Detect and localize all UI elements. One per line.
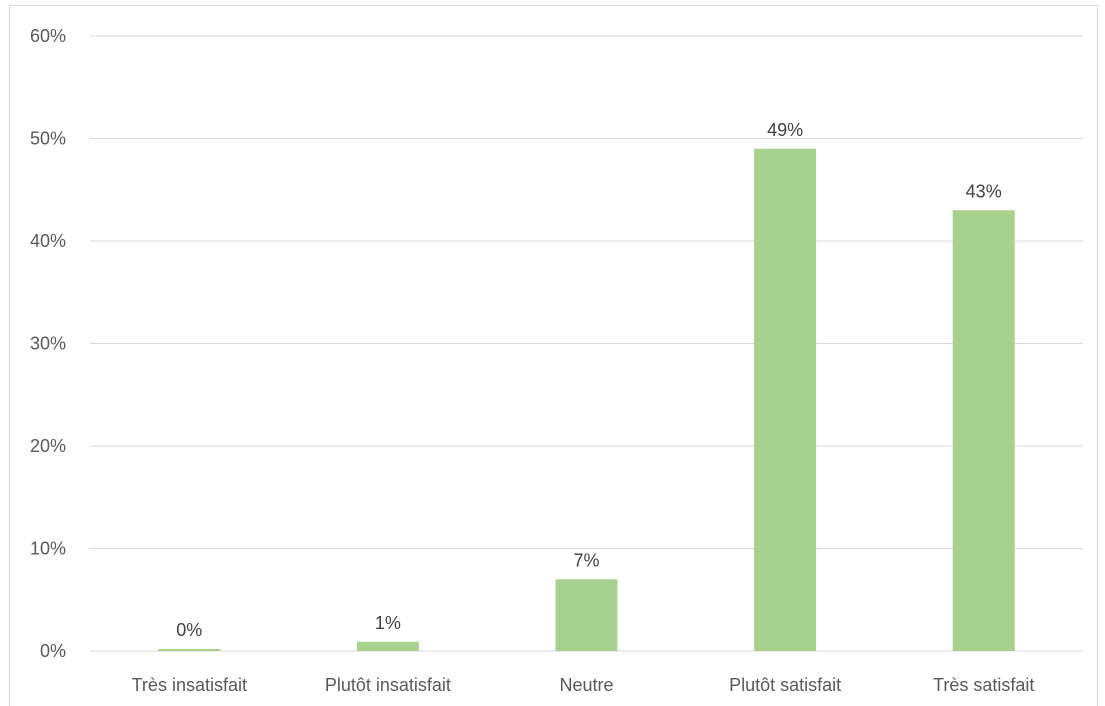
data-label: 49% — [767, 120, 803, 140]
category-label: Neutre — [559, 675, 613, 695]
y-tick-label: 30% — [30, 334, 66, 354]
chart-frame — [9, 5, 1098, 706]
y-tick-label: 60% — [30, 26, 66, 46]
data-label: 0% — [176, 620, 202, 640]
x-axis-category-labels: Très insatisfait Plutôt insatisfait Neutre… — [132, 675, 1035, 695]
bar — [356, 641, 419, 651]
data-label: 1% — [375, 613, 401, 633]
y-tick-label: 40% — [30, 231, 66, 251]
data-label: 43% — [966, 181, 1002, 201]
grid-lines — [90, 35, 1083, 652]
category-label: Très satisfait — [933, 675, 1034, 695]
bars — [158, 148, 1015, 651]
category-label: Plutôt satisfait — [729, 675, 841, 695]
data-labels: 0% 1% 7% 49% 43% — [176, 120, 1001, 640]
bar — [158, 648, 221, 651]
bar — [555, 579, 618, 651]
category-label: Plutôt insatisfait — [325, 675, 451, 695]
bar — [754, 148, 817, 651]
y-tick-label: 50% — [30, 129, 66, 149]
data-label: 7% — [573, 550, 599, 570]
category-label: Très insatisfait — [132, 675, 247, 695]
bar — [952, 210, 1015, 651]
y-tick-label: 10% — [30, 539, 66, 559]
y-tick-label: 0% — [40, 641, 66, 661]
y-axis-tick-labels: 0% 10% 20% 30% 40% 50% 60% — [30, 26, 66, 661]
y-tick-label: 20% — [30, 436, 66, 456]
